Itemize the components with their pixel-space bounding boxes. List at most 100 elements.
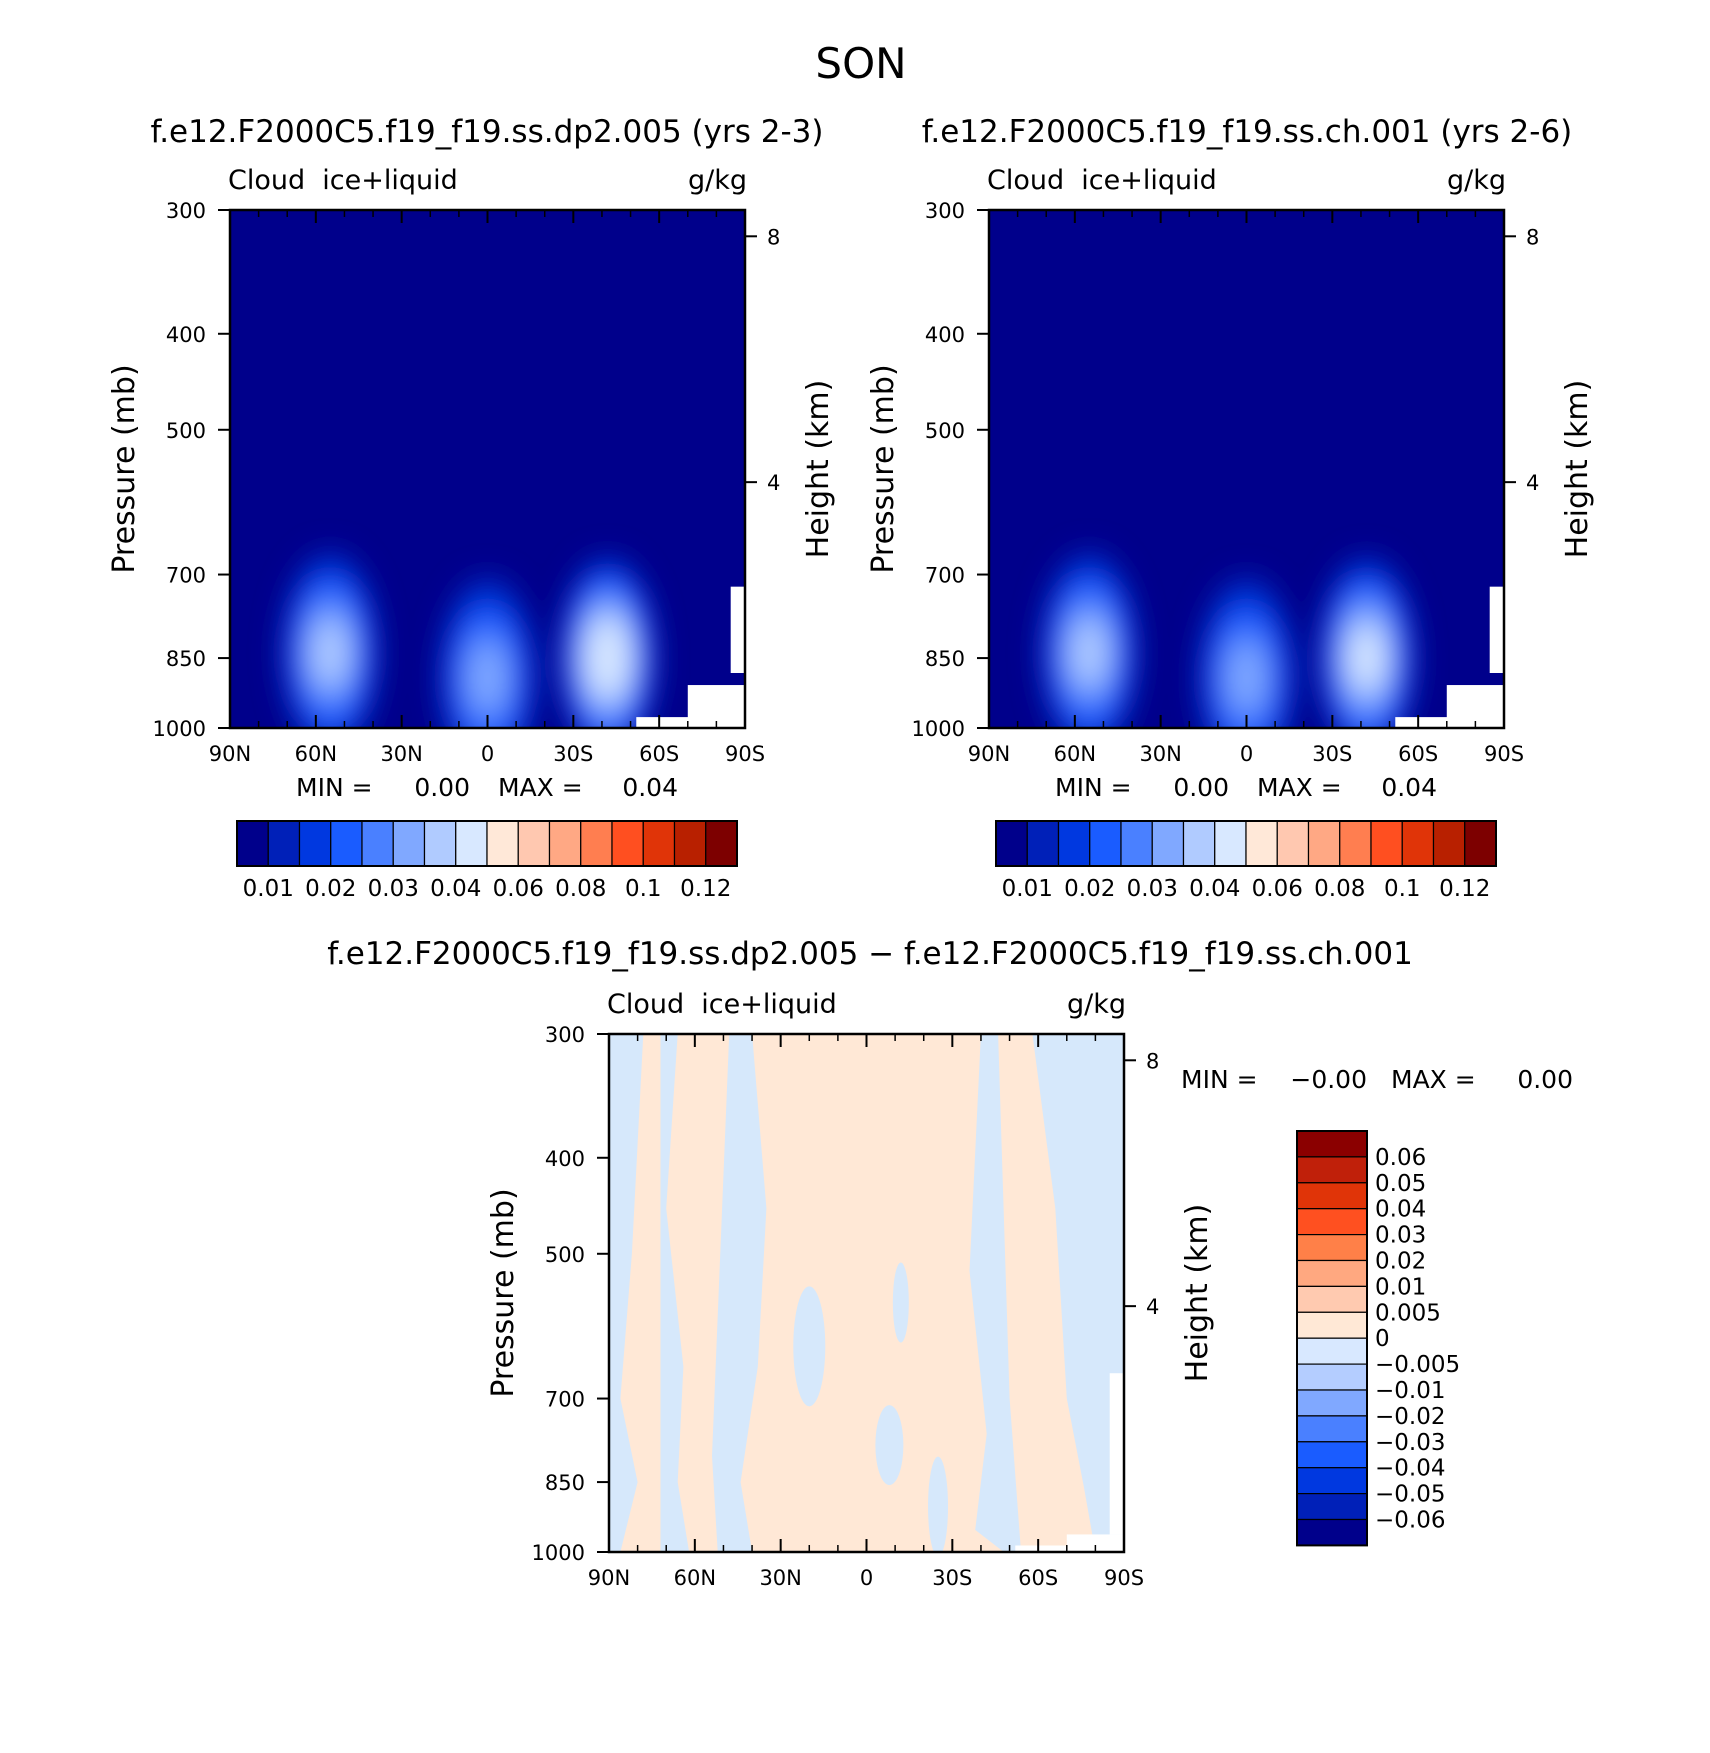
x-tick-label: 60N — [674, 1566, 716, 1590]
y-tick-label: 700 — [545, 1388, 585, 1412]
y-tick-label: 300 — [925, 199, 965, 223]
x-tick-label: 90S — [1104, 1566, 1144, 1590]
panel-c: f.e12.F2000C5.f19_f19.ss.dp2.005 − f.e12… — [327, 936, 1573, 1590]
colorbar-label: 0.12 — [680, 876, 731, 902]
colorbar-box — [1296, 1415, 1368, 1443]
panel-a: f.e12.F2000C5.f19_f19.ss.dp2.005 (yrs 2-… — [107, 114, 836, 902]
panel-b-colorbar: 0.01 0.02 0.03 0.04 0.06 0.08 0.1 0.12 — [995, 820, 1497, 902]
colorbar-label: 0.02 — [1375, 1249, 1426, 1275]
colorbar-label: 0.1 — [1384, 876, 1421, 902]
colorbar-box — [486, 820, 519, 867]
colorbar-box — [236, 820, 269, 867]
panel-c-min-value: −0.00 — [1290, 1065, 1367, 1094]
diff-negative-band — [946, 1034, 1021, 1552]
x-tick-label: 90N — [588, 1566, 630, 1590]
colorbar-label: −0.005 — [1375, 1352, 1460, 1378]
y-tick-label: 400 — [166, 323, 206, 347]
y-tick-label: 1000 — [532, 1541, 585, 1565]
panel-b-min-value: 0.00 — [1173, 773, 1229, 802]
x-tick-label: 60S — [1018, 1566, 1058, 1590]
diff-negative-patch — [892, 1262, 909, 1343]
field-blobs — [280, 550, 658, 728]
colorbar-box — [1296, 1182, 1368, 1210]
cloud-contour-level — [313, 623, 347, 683]
panel-a-max-value: 0.04 — [622, 773, 678, 802]
colorbar-box — [361, 820, 394, 867]
panel-c-title: f.e12.F2000C5.f19_f19.ss.dp2.005 − f.e12… — [327, 936, 1413, 972]
colorbar-box — [1296, 1156, 1368, 1184]
colorbar-box — [298, 820, 332, 867]
panel-a-y2-axis-label: Height (km) — [801, 380, 836, 559]
y2-tick-label: 4 — [1146, 1295, 1159, 1319]
y2-tick-label: 4 — [1526, 471, 1539, 495]
colorbar-box — [267, 820, 301, 867]
panel-a-y-axis-label: Pressure (mb) — [107, 364, 142, 573]
panel-c-y-axis-label: Pressure (mb) — [486, 1188, 521, 1397]
colorbar-label: 0.06 — [1375, 1145, 1426, 1171]
colorbar-box — [1296, 1311, 1368, 1339]
y-tick-label: 400 — [545, 1147, 585, 1171]
colorbar-label: 0.08 — [1314, 876, 1365, 902]
colorbar-box — [1370, 820, 1403, 867]
colorbar-box — [1182, 820, 1216, 867]
y2-tick-label: 4 — [767, 471, 780, 495]
panel-b-max-value: 0.04 — [1381, 773, 1437, 802]
panel-b-y2-axis-label: Height (km) — [1560, 380, 1595, 559]
colorbar-box — [1432, 820, 1466, 867]
colorbar-box — [330, 820, 363, 867]
y-tick-label: 400 — [925, 323, 965, 347]
y-tick-label: 1000 — [912, 717, 965, 741]
colorbar-box — [1296, 1518, 1368, 1546]
colorbar-box — [1057, 820, 1091, 867]
colorbar-box — [423, 820, 457, 867]
colorbar-box — [1296, 1130, 1368, 1158]
panel-b-max-label: MAX = — [1257, 773, 1342, 802]
colorbar-box — [1339, 820, 1372, 867]
colorbar-box — [580, 820, 613, 867]
panel-b-title: f.e12.F2000C5.f19_f19.ss.ch.001 (yrs 2-6… — [922, 114, 1573, 150]
panel-b-y-axis-label: Pressure (mb) — [866, 364, 901, 573]
field-blobs — [1039, 550, 1417, 728]
diff-negative-patch — [875, 1405, 904, 1486]
diff-negative-patch — [793, 1286, 826, 1407]
panel-a-title: f.e12.F2000C5.f19_f19.ss.dp2.005 (yrs 2-… — [151, 114, 824, 150]
cloud-contour-level — [469, 643, 506, 712]
x-tick-label: 30S — [932, 1566, 972, 1590]
colorbar-label: 0.03 — [368, 876, 419, 902]
missing-data-region — [636, 717, 745, 728]
panel-b-plot-area — [989, 210, 1504, 728]
colorbar-box — [517, 820, 551, 867]
colorbar-box — [1089, 820, 1122, 867]
colorbar-box — [1307, 820, 1341, 867]
colorbar-box — [1214, 820, 1247, 867]
colorbar-label: 0.005 — [1375, 1300, 1441, 1326]
x-tick-label: 60S — [639, 742, 679, 766]
figure-title: SON — [815, 39, 906, 88]
colorbar-label: 0.04 — [1375, 1197, 1426, 1223]
colorbar-box — [611, 820, 644, 867]
colorbar-box — [1245, 820, 1278, 867]
cloud-contour-level — [593, 633, 622, 683]
panel-a-colorbar: 0.01 0.02 0.03 0.04 0.06 0.08 0.1 0.12 — [236, 820, 738, 902]
panel-b-axes: 90N 60N 30N 0 30S 60S 90S 300 400 500 700 850 1000 8 4 — [912, 199, 1540, 766]
colorbar-label: 0.02 — [1064, 876, 1115, 902]
colorbar-box — [1296, 1389, 1368, 1417]
colorbar-label: 0.03 — [1375, 1223, 1426, 1249]
colorbar-label: −0.02 — [1375, 1404, 1445, 1430]
colorbar-frame — [1296, 1130, 1368, 1547]
colorbar-label: −0.04 — [1375, 1456, 1445, 1482]
cloud-contour-level — [1351, 631, 1382, 686]
colorbar-box — [1296, 1208, 1368, 1236]
diff-positive-area — [609, 1034, 1124, 1552]
x-tick-label: 60N — [295, 742, 337, 766]
y-tick-label: 500 — [166, 419, 206, 443]
colorbar-box — [1296, 1233, 1368, 1262]
y-tick-label: 700 — [166, 564, 206, 588]
colorbar-box — [642, 820, 676, 867]
x-tick-label: 0 — [481, 742, 494, 766]
colorbar-label: 0.12 — [1439, 876, 1490, 902]
y-tick-label: 500 — [925, 419, 965, 443]
panel-c-y2-axis-label: Height (km) — [1180, 1204, 1215, 1383]
colorbar-label: −0.01 — [1375, 1378, 1445, 1404]
x-tick-label: 30N — [380, 742, 422, 766]
